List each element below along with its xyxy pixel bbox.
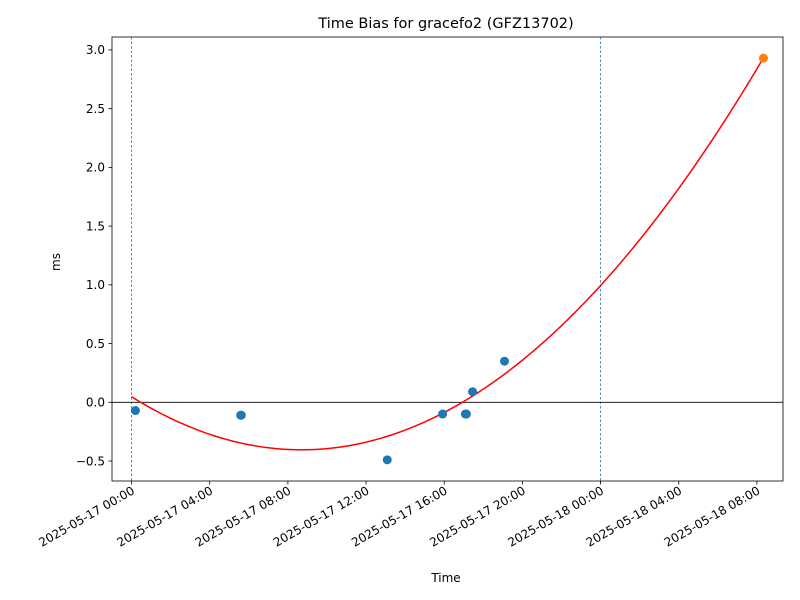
plot-frame [111, 36, 784, 482]
y-tick-label: 0.0 [86, 396, 105, 410]
y-tick-label: 2.5 [86, 102, 105, 116]
data-point [758, 53, 768, 63]
y-tick-label: 0.5 [86, 337, 105, 351]
data-point [236, 410, 246, 420]
y-axis-title: ms [49, 253, 63, 271]
y-tick-label: 1.0 [86, 278, 105, 292]
chart-title: Time Bias for gracefo2 (GFZ13702) [317, 16, 573, 32]
plot-area [111, 36, 784, 482]
fit-curve [131, 57, 765, 451]
y-tick-label: 3.0 [86, 43, 105, 57]
data-point [438, 409, 448, 419]
data-point [382, 455, 392, 465]
y-tick-label: 1.5 [86, 219, 105, 233]
y-tick-label: 2.0 [86, 161, 105, 175]
data-point [468, 387, 478, 397]
x-axis-title: Time [430, 571, 460, 585]
data-point [130, 406, 140, 416]
data-point [461, 409, 471, 419]
y-tick-label: −0.5 [76, 454, 105, 468]
data-point [500, 356, 510, 366]
